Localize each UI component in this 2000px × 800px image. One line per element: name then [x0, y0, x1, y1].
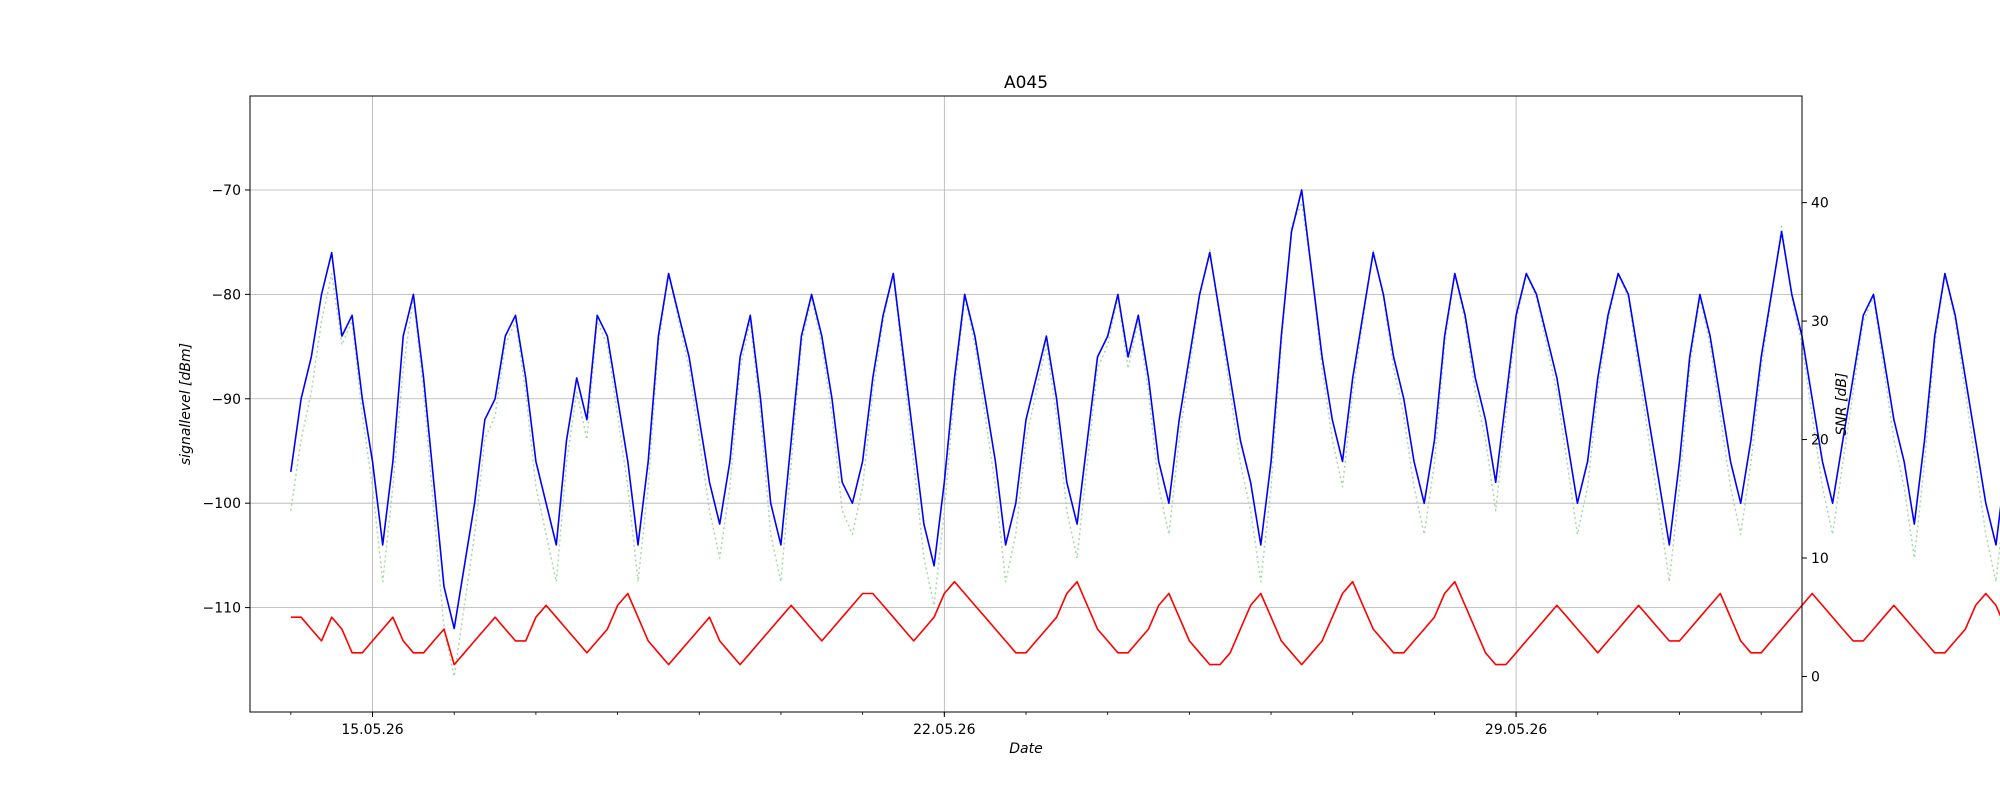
x-tick-label: 29.05.26: [1485, 722, 1547, 738]
y-right-tick-label: 40: [1811, 196, 1829, 212]
grid-lines: [250, 96, 1802, 712]
y-left-tick-label: −90: [211, 392, 241, 408]
y-left-tick-label: −70: [211, 183, 241, 199]
series-line-snr: [290, 580, 2000, 666]
y-axis-right-label: SNR [dB]: [1834, 373, 1850, 436]
y-right-tick-label: 0: [1811, 669, 1820, 685]
y-left-tick-label: −100: [203, 496, 241, 512]
chart-title: A045: [1004, 73, 1048, 93]
y-right-tick-label: 30: [1811, 314, 1829, 330]
y-axis-right: 0 10 20 30 40: [1802, 196, 1829, 685]
y-right-tick-label: 20: [1811, 433, 1829, 449]
y-axis-left: −110 −100 −90 −80 −70: [203, 183, 250, 617]
series-line-signallevel: [290, 189, 2000, 630]
x-tick-label: 22.05.26: [913, 722, 975, 738]
y-right-tick-label: 10: [1811, 551, 1829, 567]
series-line-snr-dotted: [290, 201, 2000, 678]
y-axis-left-label: signallevel [dBm]: [178, 343, 194, 465]
y-left-tick-label: −80: [211, 287, 241, 303]
y-left-tick-label: −110: [203, 601, 241, 617]
x-axis: 15.05.26 22.05.26 29.05.26: [290, 712, 1762, 738]
series-layer: [290, 189, 2000, 678]
x-tick-label: 15.05.26: [341, 722, 403, 738]
x-axis-label: Date: [1009, 741, 1042, 757]
